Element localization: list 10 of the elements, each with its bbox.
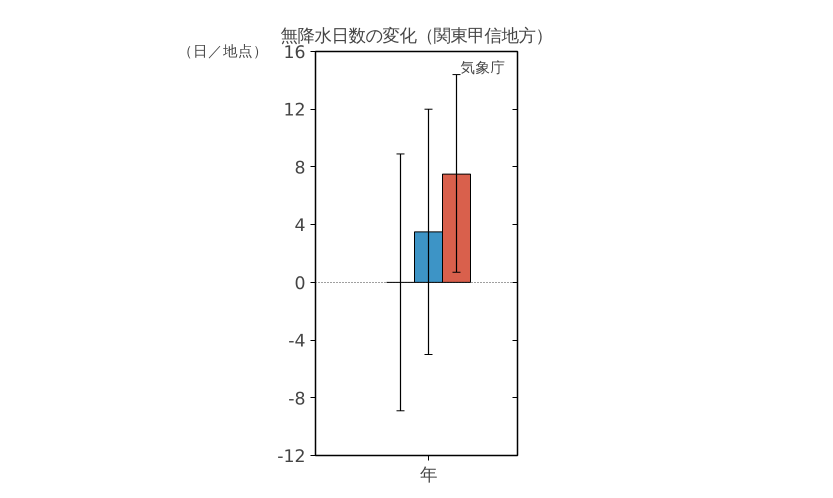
y-tick-label: 8 (294, 158, 306, 178)
x-tick-label: 年 (420, 466, 437, 486)
y-tick-label: -8 (288, 389, 306, 410)
y-tick-label: -12 (277, 447, 306, 467)
y-tick-label: -4 (288, 332, 306, 352)
y-tick-label: 12 (283, 100, 306, 121)
y-axis-title: （日／地点） (178, 43, 268, 60)
annotation: 気象庁 (460, 60, 506, 76)
y-tick-label: 0 (294, 274, 306, 294)
y-tick-label: 4 (294, 216, 306, 236)
